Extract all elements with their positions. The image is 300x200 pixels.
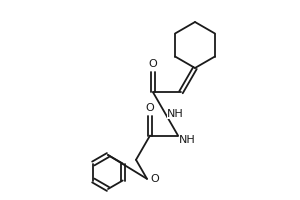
Text: NH: NH (178, 135, 195, 145)
Text: O: O (146, 103, 154, 113)
Text: O: O (148, 59, 158, 69)
Text: NH: NH (167, 109, 183, 119)
Text: O: O (151, 174, 159, 184)
